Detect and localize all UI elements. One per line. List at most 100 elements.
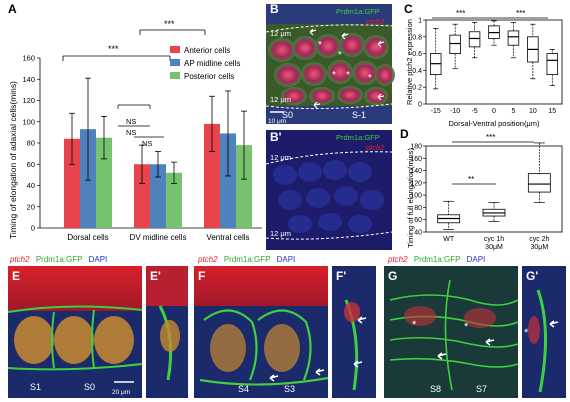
x-tick-label: WT bbox=[443, 236, 455, 243]
y-tick-label: 0.4 bbox=[412, 68, 422, 75]
a-y-tick-label: 20 bbox=[27, 202, 35, 211]
y-tick-label: 100 bbox=[410, 193, 422, 200]
panel-e-label: E bbox=[12, 269, 20, 283]
box bbox=[527, 173, 551, 193]
legend-posterior: Posterior cells bbox=[184, 72, 234, 81]
a-bar bbox=[204, 123, 220, 228]
panel-g-prime-label: G' bbox=[526, 269, 538, 283]
a-bar bbox=[150, 164, 166, 228]
panel-d-y-axis-label: Timing of full elongation(mins) bbox=[406, 148, 415, 248]
g-asterisks: * * bbox=[412, 319, 469, 333]
y-tick-label: 120 bbox=[410, 180, 422, 187]
box bbox=[449, 34, 461, 54]
bp-title-green: Prdm1a:GFP bbox=[336, 133, 380, 142]
bp-dorsal-mark: 12 μm bbox=[270, 153, 291, 162]
sig-dorsal-dv: *** bbox=[108, 44, 119, 54]
b-ventral-mark: 12 μm bbox=[270, 95, 291, 104]
panel-d-box-plot: D Timing of full elongation(mins) 40 60 80… bbox=[400, 127, 563, 251]
y-tick-label: 0.6 bbox=[412, 51, 422, 58]
b-asterisks: ** * * * bbox=[318, 40, 372, 84]
f-label-red: ptch2 bbox=[197, 255, 218, 264]
panel-c-y-axis-label: Relative ptch2 expression bbox=[405, 19, 414, 105]
g-label-blue: DAPI bbox=[467, 255, 486, 264]
g-label-green: Prdm1a:GFP bbox=[414, 255, 461, 264]
panel-a-bars bbox=[64, 77, 252, 228]
x-tick-label: -10 bbox=[450, 108, 460, 115]
b-somite-s0: S0 bbox=[282, 110, 293, 120]
panel-b-prime-micrograph: 12 μm 12 μm Prdm1a:GFP ptch2 B' bbox=[265, 130, 393, 250]
y-tick-label: 60 bbox=[414, 217, 422, 224]
svg-text:*: * bbox=[412, 319, 417, 331]
panel-c-x-axis-label: Dorsal-Ventral position(μm) bbox=[448, 119, 540, 128]
panel-c-box-plot: C Relative ptch2 expression Dorsal-Ventr… bbox=[404, 2, 563, 128]
d-sig-1: ** bbox=[468, 175, 474, 184]
b-title-red: ptch2 bbox=[365, 17, 385, 26]
b-arrows bbox=[309, 28, 385, 109]
panel-e-micrograph: ptch2 Prdm1a:GFP DAPI S1 S0 20 μm E bbox=[7, 255, 143, 398]
a-y-tick-label: 80 bbox=[27, 139, 35, 148]
a-bar bbox=[64, 138, 80, 228]
a-x-category-label: Ventral cells bbox=[206, 233, 249, 242]
d-sig-2: *** bbox=[486, 133, 495, 142]
a-y-tick-label: 140 bbox=[22, 75, 35, 84]
svg-text:*: * bbox=[464, 321, 469, 333]
panel-g-micrograph: ptch2 Prdm1a:GFP DAPI * * S8 S7 G bbox=[384, 255, 519, 398]
panel-a-bar-chart: A Timing of elongation of adaxial cells(… bbox=[8, 2, 262, 242]
x-tick-label: 0 bbox=[492, 108, 496, 115]
e-label-red: ptch2 bbox=[9, 255, 30, 264]
b-dorsal-mark: 12 μm bbox=[270, 29, 291, 38]
f-somite-s4: S4 bbox=[238, 384, 249, 394]
a-bar bbox=[96, 137, 112, 228]
panel-b-label: B bbox=[270, 2, 279, 16]
x-tick-label: cyc 1h bbox=[484, 236, 504, 243]
c-sig-2: *** bbox=[516, 9, 525, 18]
svg-text:ptch2 Prdm1a:GFP D: ptch2 Prdm1a:GFP DAPI bbox=[387, 255, 485, 264]
y-tick-label: 1 bbox=[418, 18, 422, 25]
legend-swatch-posterior bbox=[170, 72, 180, 79]
e-scale-bar: 20 μm bbox=[112, 389, 130, 396]
a-x-category-label: Dorsal cells bbox=[67, 233, 108, 242]
panel-b-micrograph: 12 μm 12 μm Prdm1a:GFP ptch2 S0 S-1 10 μ… bbox=[265, 2, 395, 125]
panel-e-prime-micrograph: E' bbox=[146, 266, 188, 398]
svg-text:*: * bbox=[346, 70, 350, 81]
a-y-tick-label: 100 bbox=[22, 117, 35, 126]
panel-a-legend: Anterior cells AP midline cells Posterio… bbox=[170, 46, 240, 81]
a-bar bbox=[166, 172, 182, 228]
legend-anterior: Anterior cells bbox=[184, 46, 230, 55]
panel-g-label: G bbox=[388, 269, 397, 283]
e-label-green: Prdm1a:GFP bbox=[36, 255, 83, 264]
panel-a-label: A bbox=[8, 2, 17, 16]
y-tick-label: 180 bbox=[410, 144, 422, 151]
y-tick-label: 140 bbox=[410, 168, 422, 175]
panel-a-y-axis-label: Timing of elongation of adaxial cells(mi… bbox=[8, 81, 18, 239]
legend-ap: AP midline cells bbox=[184, 59, 240, 68]
e-somite-s0: S0 bbox=[84, 382, 95, 392]
a-y-tick-label: 160 bbox=[22, 54, 35, 63]
x-tick-label: -15 bbox=[431, 108, 441, 115]
x-tick-label: 30μM bbox=[531, 244, 549, 251]
a-bar bbox=[134, 164, 150, 228]
y-tick-label: 0.2 bbox=[412, 85, 422, 92]
a-y-tick-label: 60 bbox=[27, 160, 35, 169]
a-y-tick-label: 120 bbox=[22, 96, 35, 105]
svg-text:*: * bbox=[332, 70, 336, 81]
plot-frame bbox=[425, 19, 563, 105]
x-tick-label: cyc 2h bbox=[529, 236, 549, 243]
bp-title-red: ptch2 bbox=[365, 143, 385, 152]
b-somite-s-1: S-1 bbox=[352, 110, 366, 120]
panel-c-significance: *** *** bbox=[432, 9, 548, 19]
x-tick-label: 15 bbox=[548, 108, 556, 115]
panel-g-prime-micrograph: * G' bbox=[522, 266, 566, 398]
e-label-blue: DAPI bbox=[89, 255, 108, 264]
a-bar bbox=[220, 133, 236, 228]
box bbox=[546, 53, 559, 75]
y-tick-label: 0.8 bbox=[412, 34, 422, 41]
g-arrows bbox=[437, 338, 495, 360]
a-x-category-label: DV midline cells bbox=[130, 233, 187, 242]
f-arrows bbox=[269, 368, 325, 382]
b-scale-bar: 10 μm bbox=[268, 118, 286, 125]
x-tick-label: 5 bbox=[511, 108, 515, 115]
y-tick-label: 160 bbox=[410, 156, 422, 163]
x-tick-label: 30μM bbox=[485, 244, 503, 251]
svg-text:*: * bbox=[368, 73, 372, 84]
